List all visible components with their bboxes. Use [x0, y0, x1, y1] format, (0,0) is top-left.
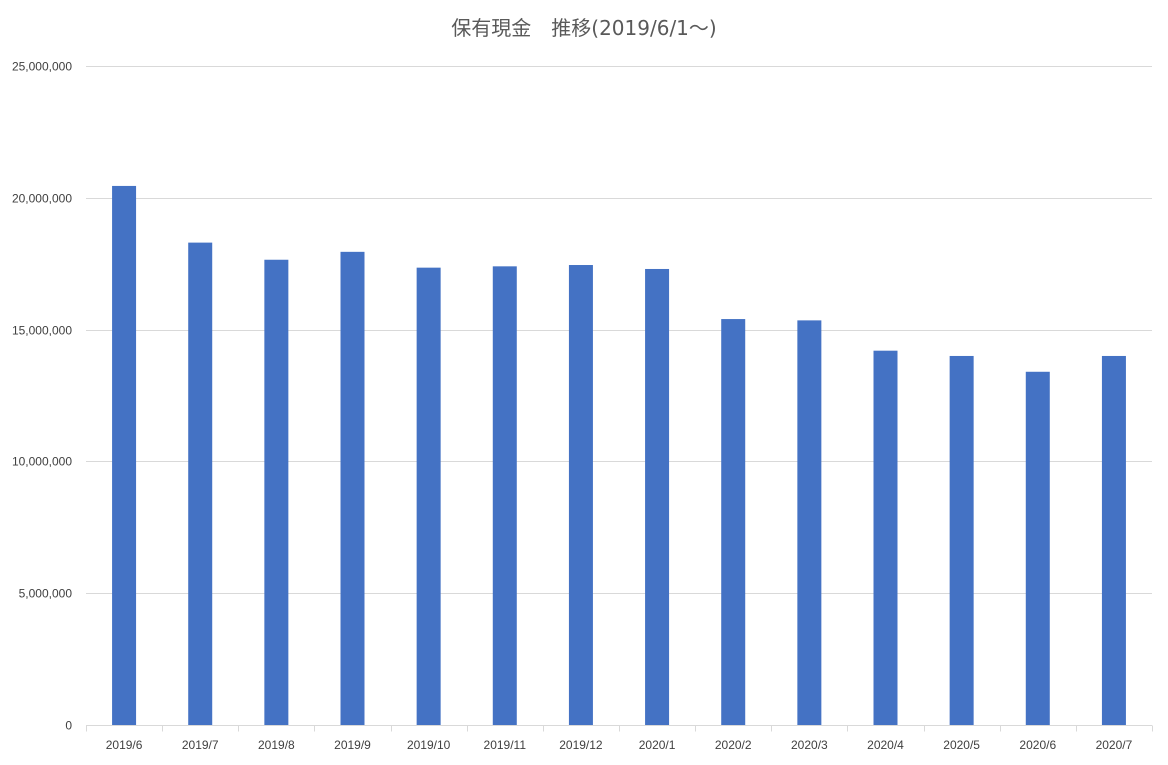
bar [568, 265, 593, 725]
gridlines [86, 66, 1152, 594]
x-tick-label: 2019/9 [334, 738, 371, 752]
y-axis-tick-labels: 0 5,000,000 10,000,000 15,000,000 20,000,000… [12, 60, 72, 733]
x-tick-label: 2019/6 [106, 738, 143, 752]
bars [112, 185, 1126, 726]
bar [264, 259, 289, 725]
y-tick-label: 20,000,000 [12, 192, 72, 206]
y-tick-label: 0 [65, 719, 72, 733]
y-tick-label: 10,000,000 [12, 455, 72, 469]
bar [1101, 355, 1126, 725]
x-tick-label: 2020/2 [715, 738, 752, 752]
x-tick-label: 2020/7 [1096, 738, 1133, 752]
bar [112, 185, 137, 726]
x-tick-label: 2020/6 [1019, 738, 1056, 752]
bar [797, 320, 822, 725]
chart-title: 保有現金 推移(2019/6/1～) [451, 16, 716, 40]
x-tick-label: 2020/1 [639, 738, 676, 752]
x-axis-tick-labels: 2019/6 2019/7 2019/8 2019/9 2019/10 2019/11 20… [106, 738, 1133, 752]
bar [188, 242, 213, 725]
y-tick-label: 5,000,000 [19, 587, 73, 601]
bar [721, 319, 746, 725]
y-tick-label: 25,000,000 [12, 60, 72, 74]
bar [1025, 371, 1050, 725]
x-tick-label: 2019/11 [484, 738, 527, 752]
x-tick-label: 2019/12 [559, 738, 603, 752]
x-tick-label: 2020/4 [867, 738, 904, 752]
x-tick-label: 2020/3 [791, 738, 828, 752]
bar [416, 267, 441, 725]
y-tick-label: 15,000,000 [12, 324, 72, 338]
bar [492, 266, 517, 725]
bar [873, 350, 898, 725]
x-tick-label: 2019/8 [258, 738, 295, 752]
bar [949, 355, 974, 725]
x-axis [86, 725, 1153, 732]
x-tick-label: 2019/10 [407, 738, 451, 752]
x-tick-label: 2020/5 [943, 738, 980, 752]
bar [340, 251, 365, 725]
bar [645, 268, 670, 725]
x-tick-label: 2019/7 [182, 738, 219, 752]
